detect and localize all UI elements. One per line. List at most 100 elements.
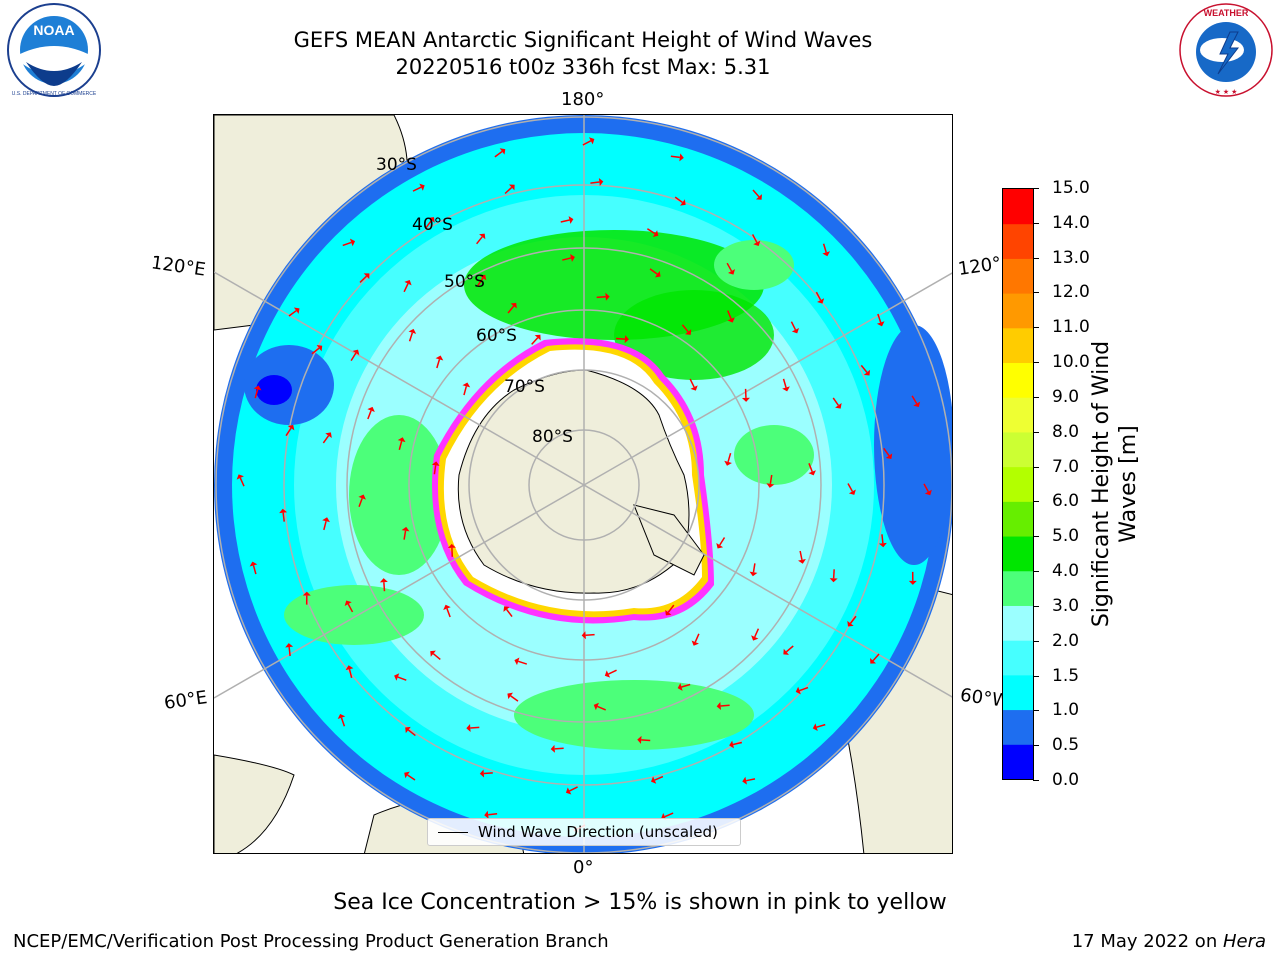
colorbar-segment <box>1003 709 1033 745</box>
lat-label-70s: 70°S <box>504 377 545 397</box>
wave-arrow-head <box>279 508 288 514</box>
wave-arrow-head <box>253 385 262 391</box>
wave-arrow-head <box>443 604 451 610</box>
colorbar-segment <box>1003 189 1033 225</box>
wave-arrow-head <box>302 591 311 596</box>
wave-arrow-head <box>499 148 506 155</box>
wave-arrow <box>412 186 422 192</box>
sea-ice-note: Sea Ice Concentration > 15% is shown in … <box>333 890 947 915</box>
map-panel: 30°S 40°S 50°S 60°S 70°S 80°S Wind Wave … <box>213 114 953 854</box>
wave-arrow <box>664 812 674 818</box>
wave-arrow-head <box>293 307 300 314</box>
wave-arrow-head <box>913 401 921 408</box>
wave-arrow <box>323 520 327 531</box>
wave-arrow <box>646 228 656 235</box>
wave-arrow-head <box>484 810 489 819</box>
colorbar-tick-label: 0.5 <box>1052 735 1080 756</box>
colorbar-segment <box>1003 223 1033 259</box>
lat-label-30s: 30°S <box>376 155 417 175</box>
colorbar-segment <box>1003 397 1033 433</box>
colorbar-tick-label: 3.0 <box>1052 595 1080 616</box>
wave-arrow <box>816 723 826 728</box>
colorbar-segment <box>1003 293 1033 329</box>
wave-arrow-head <box>322 517 330 523</box>
svg-text:WEATHER: WEATHER <box>1204 8 1249 18</box>
wave-arrow-head <box>430 650 436 657</box>
nws-logo: WEATHER ★ ★ ★ <box>1179 3 1273 97</box>
wave-arrow-head <box>379 578 388 583</box>
wave-arrow-head <box>876 321 885 327</box>
wave-arrow <box>727 310 732 320</box>
wave-arrow <box>282 512 285 522</box>
colorbar-title: Significant Height of Wind Waves [m] <box>1089 340 1141 628</box>
colorbar-tick-label: 12.0 <box>1052 282 1090 303</box>
wave-arrow <box>554 747 564 750</box>
wave-arrow <box>727 452 732 463</box>
wave-arrow-head <box>510 302 517 309</box>
wave-arrow <box>407 729 416 737</box>
wave-arrow-head <box>534 334 541 341</box>
wave-arrow-head <box>885 453 893 459</box>
wave-arrow <box>510 695 519 702</box>
wave-arrow <box>504 186 513 195</box>
wave-arrow <box>752 189 760 198</box>
colorbar-segment <box>1003 258 1033 294</box>
colorbar-tick-label: 1.5 <box>1052 665 1080 686</box>
svg-text:★ ★ ★: ★ ★ ★ <box>1215 88 1238 96</box>
wave-arrow <box>432 653 441 660</box>
wave-arrow-head <box>766 483 775 488</box>
wave-arrow-head <box>404 280 412 286</box>
colorbar-tick-label: 11.0 <box>1052 317 1090 338</box>
wave-arrow <box>433 465 437 475</box>
wave-arrow <box>785 645 794 653</box>
lat-label-50s: 50°S <box>444 272 485 292</box>
wave-arrow-head <box>394 673 400 681</box>
wave-arrow <box>347 603 354 613</box>
wave-arrow-head <box>408 328 417 334</box>
wave-arrow <box>832 397 839 406</box>
wave-arrow <box>505 608 513 618</box>
wave-arrow <box>719 537 726 546</box>
wave-arrow <box>507 305 515 314</box>
wave-arrow-head <box>654 270 661 278</box>
wave-arrow <box>477 277 484 286</box>
wave-arrow-head <box>690 385 698 391</box>
colorbar-tick <box>1033 501 1039 503</box>
wave-arrow <box>872 653 880 662</box>
wave-arrow-head <box>588 137 595 145</box>
wave-arrow <box>463 386 468 396</box>
title-line-1: GEFS MEAN Antarctic Significant Height o… <box>293 28 873 52</box>
wave-arrow-head <box>741 397 750 402</box>
colorbar-segment <box>1003 327 1033 364</box>
wave-arrow <box>560 219 570 223</box>
colorbar-tick <box>1033 362 1039 364</box>
wave-arrow <box>582 140 592 146</box>
wave-arrow-head <box>345 665 354 671</box>
wave-arrow <box>254 389 259 399</box>
wave-arrow <box>608 669 617 675</box>
wave-arrow <box>359 275 368 283</box>
wave-arrow-head <box>782 386 790 392</box>
colorbar-tick <box>1033 675 1039 677</box>
wave-arrow <box>367 410 372 420</box>
wave-arrow-head <box>349 238 356 247</box>
wave-arrow-head <box>401 526 410 532</box>
wave-arrow-head <box>637 735 642 744</box>
wave-arrow <box>808 463 813 472</box>
colorbar-tick <box>1033 431 1039 433</box>
lon-label-60e: 60°E <box>162 687 209 714</box>
wave-arrow-head <box>685 329 692 335</box>
wave-arrow <box>383 582 386 592</box>
wave-arrow <box>531 337 539 345</box>
wave-arrow <box>403 530 407 540</box>
colorbar-tick <box>1033 710 1039 712</box>
wave-arrow-head <box>665 609 672 616</box>
legend-line-sample <box>438 832 468 833</box>
wave-arrow-head <box>479 769 485 778</box>
wave-arrow-head <box>870 658 876 664</box>
colorbar-tick-label: 15.0 <box>1052 178 1090 198</box>
colorbar-tick <box>1033 188 1039 189</box>
colorbar-tick <box>1033 571 1039 573</box>
wave-arrow-head <box>404 771 410 779</box>
wave-arrow-head <box>508 184 515 191</box>
